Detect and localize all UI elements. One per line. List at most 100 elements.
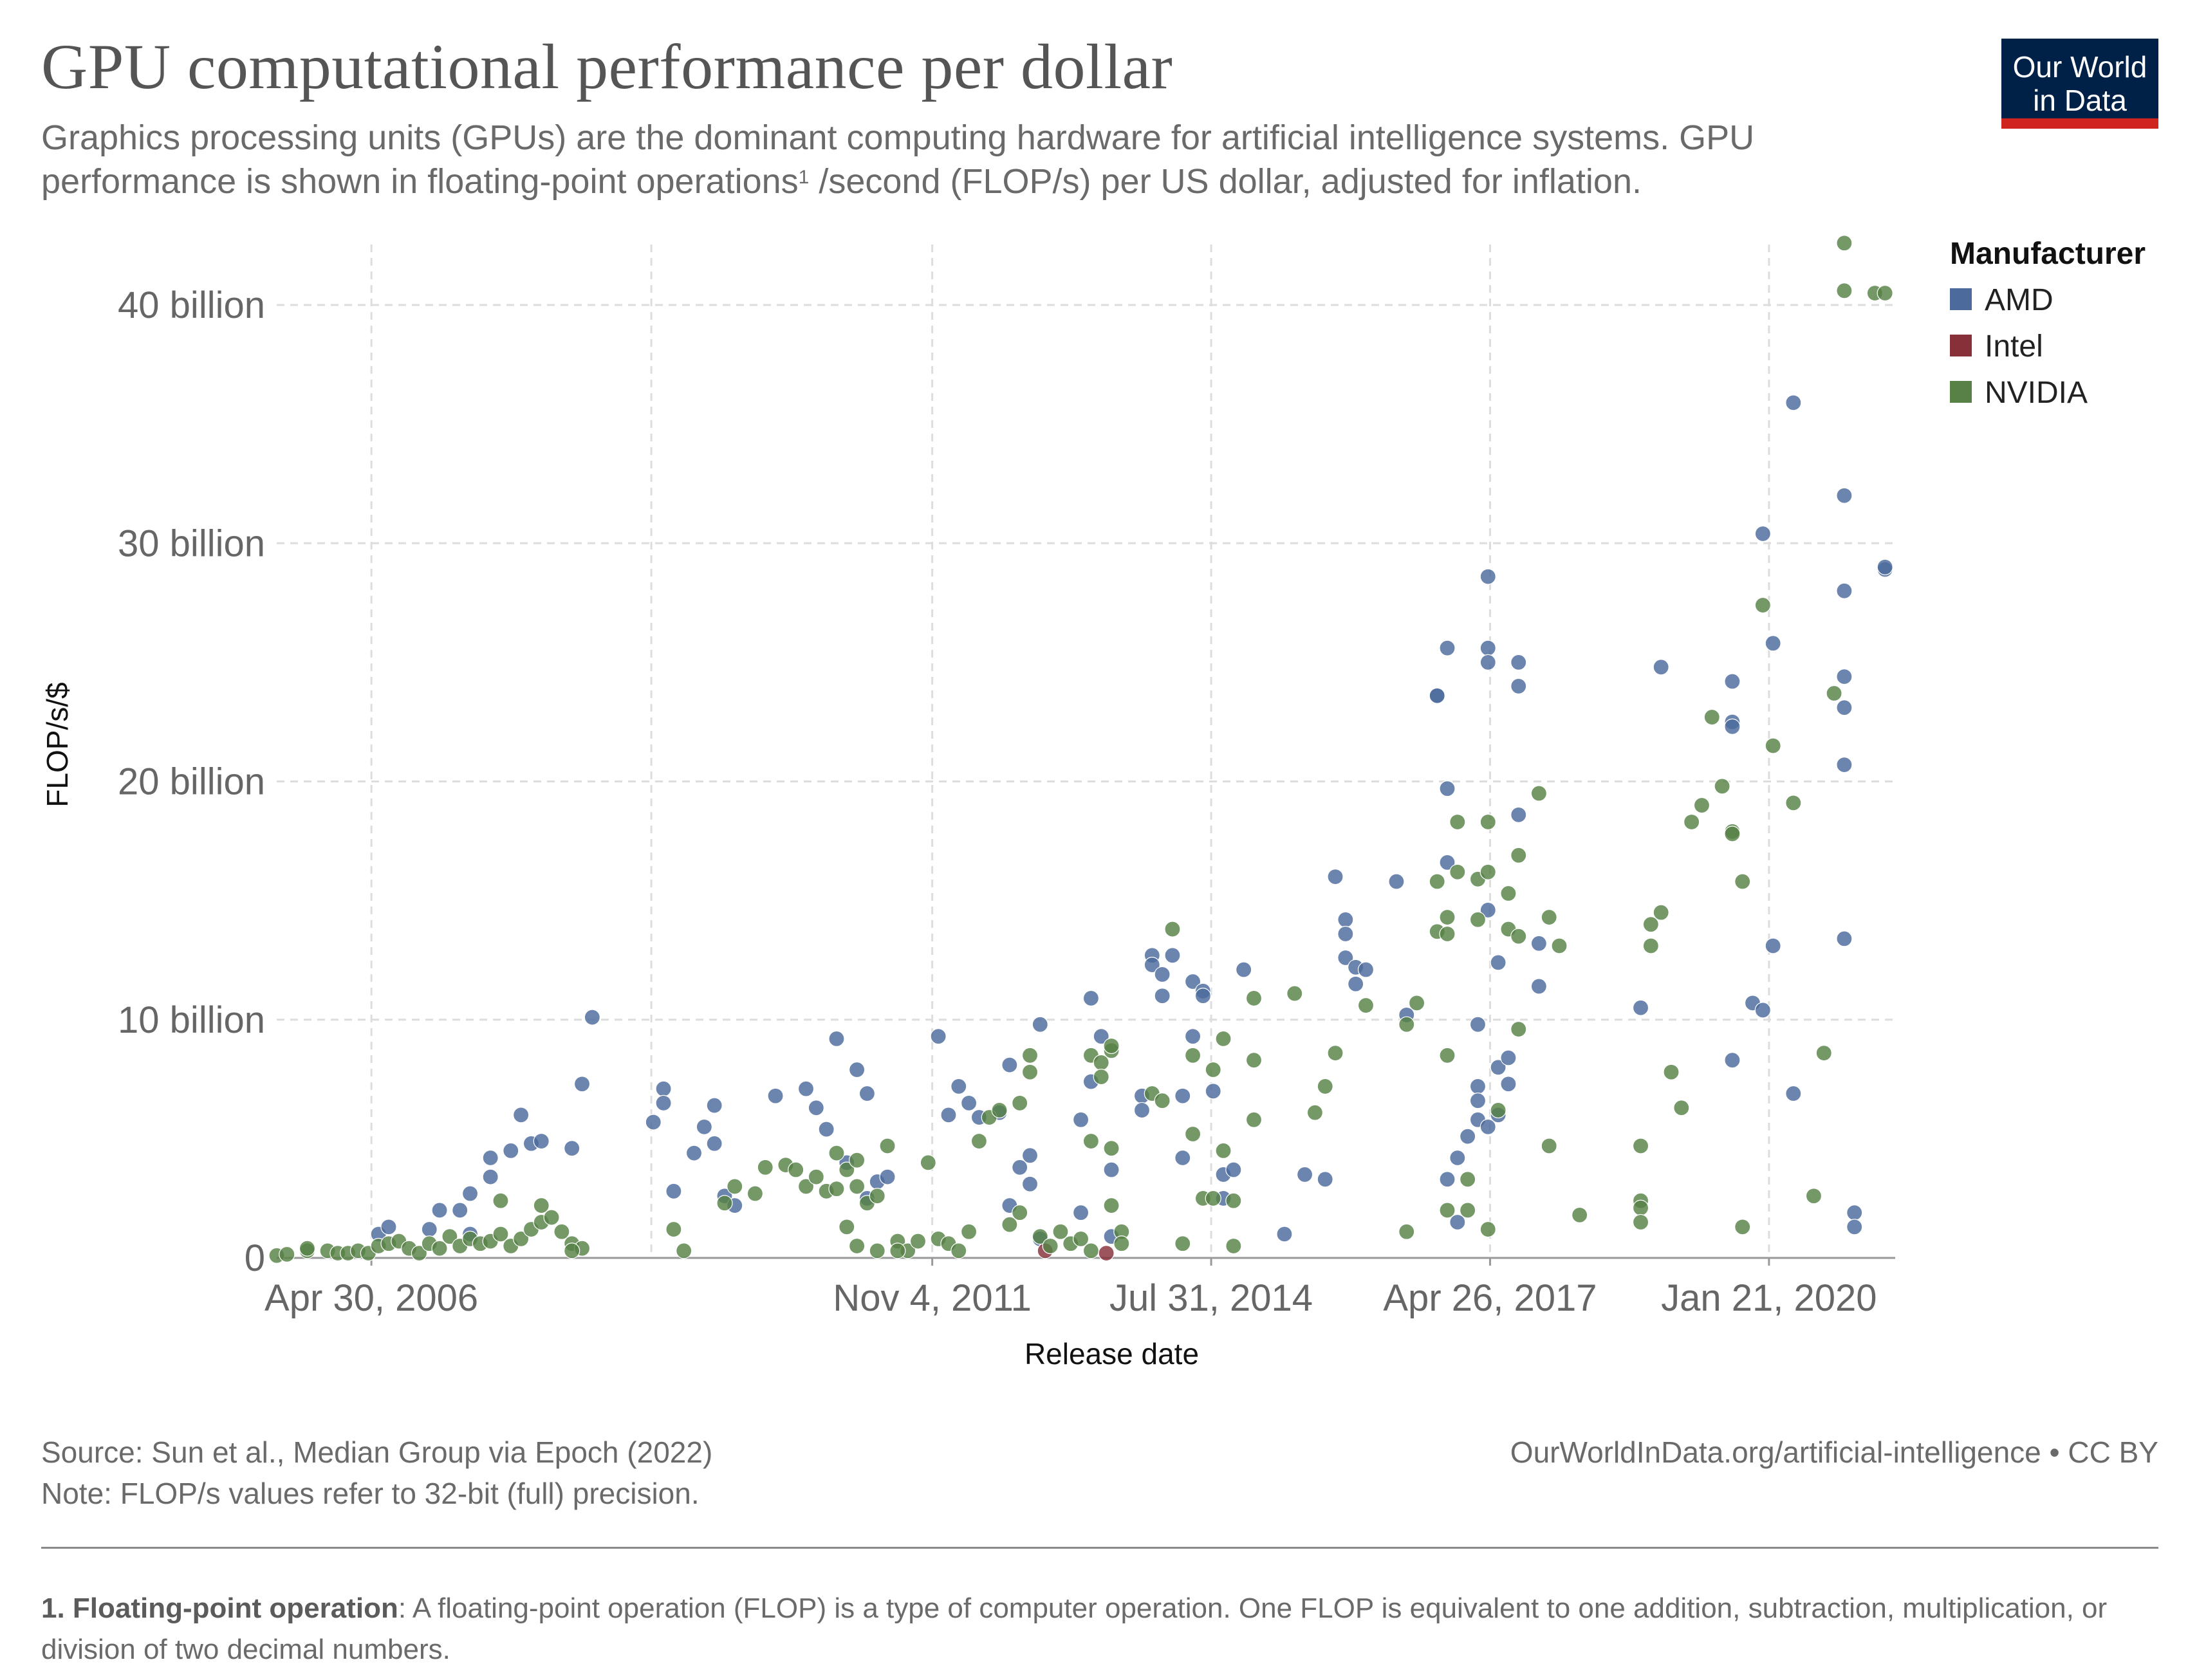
- data-point-nvidia[interactable]: [1012, 1094, 1028, 1111]
- data-point-nvidia[interactable]: [1082, 1132, 1100, 1150]
- data-point-nvidia[interactable]: [1673, 1100, 1690, 1116]
- data-point-amd[interactable]: [849, 1061, 866, 1078]
- data-point-amd[interactable]: [879, 1168, 896, 1185]
- data-point-nvidia[interactable]: [1541, 909, 1557, 926]
- data-point-nvidia[interactable]: [1805, 1188, 1822, 1205]
- data-point-nvidia[interactable]: [1815, 1044, 1832, 1062]
- data-point-nvidia[interactable]: [1479, 1221, 1496, 1238]
- data-point-nvidia[interactable]: [1510, 1020, 1527, 1038]
- data-point-amd[interactable]: [1724, 718, 1741, 735]
- data-point-nvidia[interactable]: [1042, 1237, 1059, 1255]
- data-point-nvidia[interactable]: [1154, 1093, 1171, 1109]
- data-point-amd[interactable]: [564, 1140, 580, 1157]
- data-point-nvidia[interactable]: [1734, 873, 1751, 890]
- data-point-nvidia[interactable]: [757, 1159, 774, 1176]
- data-point-amd[interactable]: [1460, 1128, 1476, 1145]
- data-point-amd[interactable]: [1500, 1049, 1517, 1066]
- data-point-nvidia[interactable]: [1724, 826, 1741, 842]
- data-point-amd[interactable]: [1510, 678, 1527, 695]
- data-point-nvidia[interactable]: [279, 1246, 295, 1263]
- data-point-nvidia[interactable]: [1245, 1052, 1263, 1069]
- data-point-amd[interactable]: [1724, 673, 1741, 690]
- data-point-amd[interactable]: [1388, 873, 1405, 890]
- data-point-nvidia[interactable]: [1113, 1235, 1130, 1252]
- data-point-nvidia[interactable]: [727, 1178, 743, 1195]
- data-point-amd[interactable]: [1490, 954, 1507, 971]
- data-point-nvidia[interactable]: [808, 1168, 824, 1185]
- data-point-amd[interactable]: [1184, 1028, 1201, 1045]
- data-point-nvidia[interactable]: [1398, 1016, 1415, 1033]
- data-point-amd[interactable]: [1877, 558, 1893, 575]
- data-point-nvidia[interactable]: [849, 1178, 866, 1195]
- data-point-amd[interactable]: [1205, 1083, 1221, 1100]
- data-point-amd[interactable]: [573, 1076, 591, 1093]
- data-point-nvidia[interactable]: [1357, 997, 1375, 1014]
- data-point-amd[interactable]: [1500, 1076, 1517, 1093]
- data-point-nvidia[interactable]: [533, 1197, 550, 1214]
- data-point-nvidia[interactable]: [970, 1132, 988, 1150]
- data-point-nvidia[interactable]: [716, 1195, 733, 1212]
- data-point-nvidia[interactable]: [1439, 1047, 1456, 1064]
- data-point-nvidia[interactable]: [839, 1161, 855, 1178]
- data-point-intel[interactable]: [1098, 1244, 1115, 1262]
- data-point-amd[interactable]: [1276, 1226, 1293, 1242]
- data-point-amd[interactable]: [1164, 947, 1181, 964]
- owid-logo[interactable]: Our World in Data: [2001, 39, 2158, 129]
- data-point-amd[interactable]: [380, 1219, 397, 1235]
- data-point-nvidia[interactable]: [1449, 813, 1466, 831]
- data-point-nvidia[interactable]: [1642, 916, 1659, 933]
- data-point-amd[interactable]: [1032, 1016, 1048, 1033]
- data-point-amd[interactable]: [482, 1149, 499, 1167]
- data-point-nvidia[interactable]: [492, 1226, 509, 1242]
- data-point-nvidia[interactable]: [1530, 785, 1547, 802]
- footer-url-link[interactable]: OurWorldInData.org/artificial-intelligen…: [1510, 1435, 2158, 1469]
- data-point-nvidia[interactable]: [1082, 1242, 1100, 1259]
- data-point-nvidia[interactable]: [1500, 885, 1517, 902]
- data-point-nvidia[interactable]: [1032, 1228, 1048, 1245]
- data-point-amd[interactable]: [1479, 901, 1496, 919]
- data-point-amd[interactable]: [665, 1183, 682, 1199]
- data-point-amd[interactable]: [1021, 1147, 1039, 1164]
- data-point-amd[interactable]: [1469, 1078, 1487, 1095]
- data-point-nvidia[interactable]: [1734, 1219, 1751, 1235]
- data-point-amd[interactable]: [940, 1107, 957, 1123]
- data-point-nvidia[interactable]: [1174, 1235, 1191, 1252]
- data-point-nvidia[interactable]: [1693, 797, 1711, 814]
- data-point-amd[interactable]: [858, 1085, 876, 1102]
- data-point-nvidia[interactable]: [1021, 1064, 1039, 1080]
- data-point-nvidia[interactable]: [513, 1230, 530, 1247]
- data-point-nvidia[interactable]: [1541, 1138, 1557, 1154]
- data-point-amd[interactable]: [828, 1030, 845, 1047]
- data-point-amd[interactable]: [1510, 654, 1527, 671]
- legend-label-nvidia[interactable]: NVIDIA: [1985, 376, 2088, 410]
- data-point-nvidia[interactable]: [1286, 985, 1303, 1002]
- data-point-nvidia[interactable]: [1093, 1069, 1109, 1085]
- legend-label-amd[interactable]: AMD: [1985, 283, 2054, 317]
- data-point-nvidia[interactable]: [869, 1188, 885, 1205]
- data-point-nvidia[interactable]: [1184, 1125, 1201, 1143]
- data-point-amd[interactable]: [1765, 937, 1781, 954]
- data-point-nvidia[interactable]: [1398, 1223, 1415, 1240]
- data-point-amd[interactable]: [1530, 978, 1547, 995]
- data-point-nvidia[interactable]: [879, 1138, 896, 1154]
- data-point-nvidia[interactable]: [1408, 995, 1425, 1011]
- data-point-amd[interactable]: [1225, 1161, 1242, 1178]
- data-point-nvidia[interactable]: [1021, 1047, 1039, 1064]
- data-point-nvidia[interactable]: [1306, 1104, 1323, 1121]
- data-point-nvidia[interactable]: [1785, 795, 1802, 811]
- footnote-marker[interactable]: 1: [798, 167, 810, 188]
- data-point-nvidia[interactable]: [1103, 1037, 1120, 1055]
- data-point-nvidia[interactable]: [665, 1221, 682, 1238]
- data-point-nvidia[interactable]: [492, 1192, 509, 1209]
- data-point-nvidia[interactable]: [849, 1237, 866, 1255]
- data-point-nvidia[interactable]: [1510, 928, 1527, 945]
- data-point-nvidia[interactable]: [1245, 990, 1263, 1007]
- data-point-amd[interactable]: [1154, 988, 1171, 1004]
- data-point-amd[interactable]: [1144, 957, 1160, 974]
- data-point-amd[interactable]: [1429, 687, 1445, 704]
- data-point-amd[interactable]: [421, 1221, 438, 1238]
- data-point-nvidia[interactable]: [1510, 847, 1527, 863]
- data-point-nvidia[interactable]: [1653, 904, 1669, 921]
- data-point-nvidia[interactable]: [299, 1240, 316, 1257]
- data-point-nvidia[interactable]: [889, 1242, 906, 1259]
